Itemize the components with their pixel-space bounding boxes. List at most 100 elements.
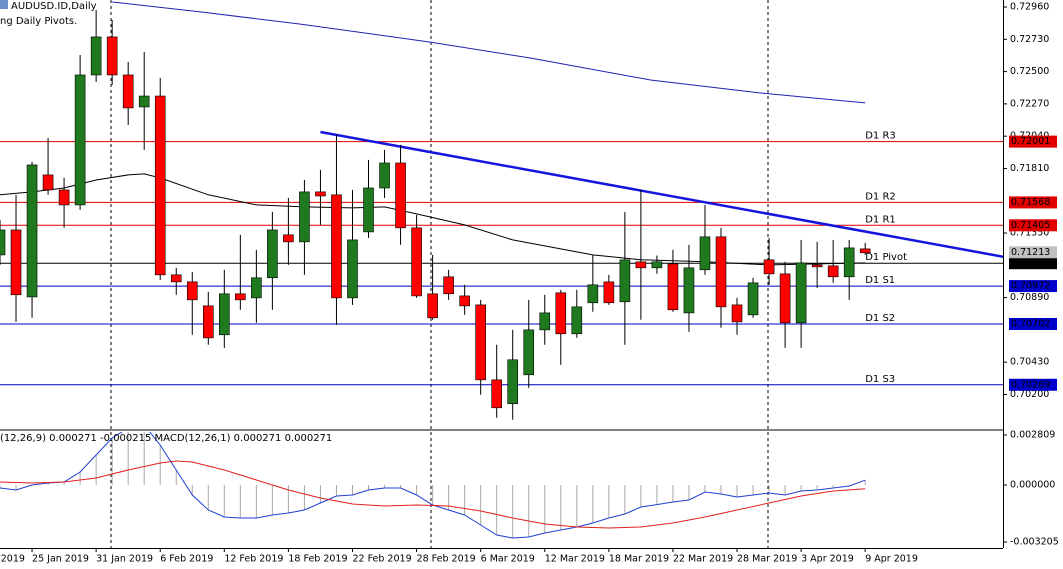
- pivot-level-name: D1 S3: [865, 374, 895, 385]
- x-tick-label: 12 Mar 2019: [545, 554, 605, 565]
- macd-plot: [0, 432, 866, 539]
- chart-title: AUDUSD.ID,Daily: [11, 1, 97, 12]
- candle-body: [170, 274, 182, 283]
- pivot-price-label: 0.70269: [1011, 379, 1050, 390]
- x-tick-label: 25 Jan 2019: [32, 554, 89, 565]
- candle-body: [42, 174, 54, 191]
- pivot-price-label: 0.70702: [1011, 318, 1050, 329]
- y-tick-label: 0.72960: [1010, 2, 1049, 13]
- candle-body: [587, 284, 599, 304]
- pivot-price-label: 0.70972: [1011, 281, 1050, 292]
- pivot-price-box: [1009, 280, 1057, 293]
- y-tick-label: -0.003205: [1010, 537, 1059, 548]
- candle-body: [523, 329, 535, 376]
- macd-signal-line: [0, 460, 866, 529]
- indicator-name: ng Daily Pivots.: [0, 16, 77, 27]
- x-tick-label: 31 Jan 2019: [96, 554, 153, 565]
- candle-body: [154, 95, 166, 276]
- pivot-level-name: D1 S2: [865, 313, 895, 324]
- candle-body: [795, 262, 807, 324]
- bid-price-box: [1009, 246, 1057, 259]
- trendline: [320, 130, 1003, 259]
- y-tick-label: 0.000000: [1010, 479, 1055, 490]
- candle-body: [219, 293, 230, 336]
- candle-body: [571, 306, 583, 335]
- y-tick-label: 0.71810: [1010, 163, 1049, 174]
- candle-body: [779, 273, 791, 324]
- candle-body: [283, 234, 294, 243]
- candle-body: [90, 36, 102, 76]
- candle-body: [122, 74, 134, 109]
- candle-body: [827, 265, 839, 278]
- y-tick-label: 0.70200: [1010, 389, 1049, 400]
- period-separators: [110, 0, 769, 548]
- candle-body: [859, 248, 871, 254]
- candle-body: [347, 239, 358, 299]
- candle-body: [58, 189, 70, 206]
- candle-body: [843, 247, 855, 278]
- x-tick-label: 22 Feb 2019: [352, 554, 411, 565]
- candle-body: [331, 194, 342, 299]
- y-tick-label: 0.70890: [1010, 292, 1049, 303]
- candle-body: [315, 191, 326, 197]
- candle-body: [299, 191, 310, 243]
- candle-body: [411, 227, 422, 297]
- candle-body: [539, 312, 551, 331]
- candle-body: [619, 259, 631, 303]
- candle-body: [635, 261, 647, 269]
- candle-body: [683, 267, 695, 314]
- candle-body: [715, 236, 727, 308]
- pivot-price-box: [1009, 135, 1057, 148]
- candle-body: [667, 263, 679, 311]
- bid-price-label: 0.71213: [1011, 247, 1050, 258]
- pivot-level-name: D1 R2: [865, 191, 896, 202]
- candle-body: [138, 95, 150, 108]
- y-tick-label: 0.72500: [1010, 66, 1049, 77]
- candle-body: [443, 276, 454, 295]
- candle-body: [106, 36, 118, 76]
- price-plot: D1 R3 D1 R2 D1 R1 D1 Pivot D1 S1 D1 S2 D1 S3: [0, 1, 1003, 420]
- x-tick-label: 28 Mar 2019: [737, 554, 797, 565]
- candle-body: [651, 261, 663, 269]
- x-tick-label: 3 Apr 2019: [801, 554, 854, 565]
- candle-body: [603, 281, 615, 304]
- pivot-price-label: 0.71568: [1011, 197, 1050, 208]
- candle-body: [747, 282, 759, 316]
- candle-body: [267, 229, 278, 279]
- candle-body: [379, 162, 390, 189]
- y-tick-label: 0.70430: [1010, 357, 1049, 368]
- y-tick-label: 0.71350: [1010, 228, 1049, 239]
- pivot-price-box: [1009, 317, 1057, 330]
- pivot-level-name: D1 R3: [865, 131, 896, 142]
- candle-body: [459, 295, 470, 307]
- x-tick-label: 6 Feb 2019: [160, 554, 213, 565]
- x-tick-label: 9 Apr 2019: [865, 554, 918, 565]
- pivot-price-label: 0.72001: [1011, 136, 1050, 147]
- symbol-icon: [0, 0, 8, 9]
- candle-body: [475, 304, 486, 381]
- moving-average: [0, 173, 866, 266]
- pivot-price-label: 0.71405: [1011, 220, 1050, 231]
- candle-body: [395, 162, 406, 229]
- moving-average: [112, 1, 866, 104]
- y-tick-label: 0.72730: [1010, 34, 1049, 45]
- pivot-level-name: D1 R1: [865, 214, 896, 225]
- candle-body: [0, 229, 6, 256]
- pivot-price-label: 0.71135: [1011, 258, 1050, 269]
- pivot-price-box: [1009, 219, 1057, 232]
- candle-body: [74, 74, 86, 206]
- x-tick-label: 18 Mar 2019: [609, 554, 669, 565]
- y-tick-label: 0.72270: [1010, 98, 1049, 109]
- candle-body: [555, 292, 567, 335]
- candle-body: [363, 187, 374, 233]
- y-tick-label: 0.002809: [1010, 430, 1055, 441]
- x-tick-label: 22 Mar 2019: [673, 554, 733, 565]
- candle-body: [202, 305, 214, 339]
- candle-body: [731, 304, 743, 323]
- x-tick-label: 18 Feb 2019: [288, 554, 347, 565]
- candle-body: [427, 293, 438, 319]
- candle-body: [186, 281, 198, 301]
